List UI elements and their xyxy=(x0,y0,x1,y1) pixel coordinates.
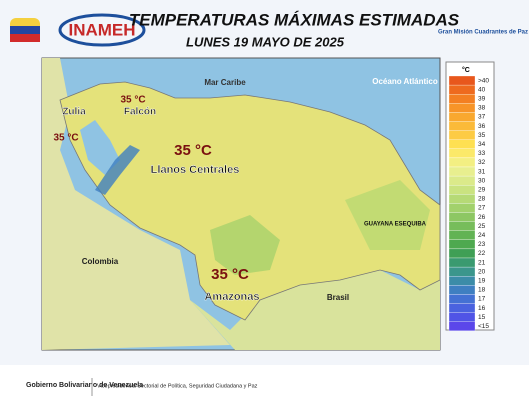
legend-swatch xyxy=(448,294,476,304)
legend-swatch xyxy=(448,75,476,86)
place-label: Océano Atlántico xyxy=(372,77,438,86)
legend-label: 15 xyxy=(478,314,486,321)
legend-label: 36 xyxy=(478,123,486,130)
legend-swatch xyxy=(448,312,476,322)
subtitle: LUNES 19 MAYO DE 2025 xyxy=(186,34,345,49)
guayana-green xyxy=(345,180,430,250)
legend-label: 40 xyxy=(478,86,486,93)
legend-swatch xyxy=(448,276,476,286)
legend-swatch xyxy=(448,157,476,168)
legend-label: 37 xyxy=(478,114,486,121)
legend-label: 23 xyxy=(478,241,486,248)
legend-swatch xyxy=(448,112,476,122)
legend-swatch xyxy=(448,266,476,277)
legend-label: 24 xyxy=(478,232,486,239)
legend-label: 20 xyxy=(478,268,486,275)
place-label: Mar Caribe xyxy=(204,78,246,87)
brasil-land xyxy=(190,270,440,350)
legend-swatch xyxy=(448,203,476,213)
legend-label: 21 xyxy=(478,259,486,266)
legend-label: 22 xyxy=(478,250,486,257)
region-name: Amazonas xyxy=(204,291,259,303)
legend-swatch xyxy=(448,194,476,204)
title: TEMPERATURAS MÁXIMAS ESTIMADAS xyxy=(129,10,460,29)
legend-label: <15 xyxy=(478,323,489,330)
legend-swatch xyxy=(448,212,476,222)
legend-label: 16 xyxy=(478,305,486,312)
logo-ring xyxy=(58,13,146,47)
footer-gov: Gobierno Bolivariano de Venezuela xyxy=(26,382,143,389)
legend-unit: °C xyxy=(462,66,470,74)
legend-label: 27 xyxy=(478,205,486,212)
legend-label: 34 xyxy=(478,141,486,148)
lake-maracaibo xyxy=(80,120,120,175)
region-temp: 35 °C xyxy=(174,142,212,159)
place-label: Colombia xyxy=(82,257,119,266)
legend-label: 26 xyxy=(478,214,486,221)
amazonas-green xyxy=(210,215,280,275)
legend-label: 19 xyxy=(478,277,486,284)
legend-label: 17 xyxy=(478,296,486,303)
legend-label: 38 xyxy=(478,105,486,112)
region-name: Zulia xyxy=(62,107,86,118)
legend-label: >40 xyxy=(478,77,489,84)
legend-label: 32 xyxy=(478,159,486,166)
legend-swatch xyxy=(448,257,476,268)
legend-swatch xyxy=(448,175,476,186)
colombia-land xyxy=(42,58,230,350)
legend-swatch xyxy=(448,103,476,113)
region-name: Falcón xyxy=(124,107,156,118)
legend-swatch xyxy=(448,321,476,331)
legend-swatch xyxy=(448,221,476,231)
map xyxy=(41,57,441,351)
footer-office: Vicepresidencia Sectorial de Política, S… xyxy=(97,383,258,389)
partner-logo: Gran Misión Cuadrantes de Paz xyxy=(438,30,528,36)
legend-swatch xyxy=(448,230,476,240)
legend-swatch xyxy=(448,239,476,250)
legend-label: 29 xyxy=(478,186,486,193)
place-label: Brasil xyxy=(327,293,349,302)
logo-text: INAMEH xyxy=(68,20,135,39)
legend-label: 33 xyxy=(478,150,486,157)
venezuela-land xyxy=(59,81,441,321)
legend-swatch xyxy=(448,130,476,140)
region-name: Llanos Centrales xyxy=(151,164,240,176)
legend-swatch xyxy=(448,303,476,313)
region-temp: 35 °C xyxy=(53,133,78,144)
legend-label: 28 xyxy=(478,196,486,203)
legend-label: 30 xyxy=(478,177,486,184)
region-temp: 35 °C xyxy=(211,266,249,283)
legend-swatch xyxy=(448,84,476,95)
footer-band xyxy=(0,365,529,408)
legend-swatch xyxy=(448,121,476,131)
place-label: GUAYANA ESEQUIBA xyxy=(364,222,427,228)
legend-swatch xyxy=(448,248,476,259)
legend-swatch xyxy=(448,166,476,177)
legend-swatch xyxy=(448,139,476,149)
region-temp: 35 °C xyxy=(120,95,145,106)
legend-label: 35 xyxy=(478,132,486,139)
legend-swatch xyxy=(448,94,476,104)
legend: °C >40 40 39 38 37 36 35 34 33 32 31 30 29 28 27 26 25 24… xyxy=(445,61,495,331)
legend-swatch xyxy=(448,148,476,159)
legend-swatch xyxy=(448,285,476,295)
andes-cool xyxy=(95,145,140,195)
legend-label: 31 xyxy=(478,168,486,175)
legend-label: 39 xyxy=(478,95,486,102)
flag-stripe xyxy=(10,26,40,34)
legend-label: 25 xyxy=(478,223,486,230)
legend-swatch xyxy=(448,185,476,195)
legend-label: 18 xyxy=(478,287,486,294)
flag-stripe xyxy=(10,34,40,42)
